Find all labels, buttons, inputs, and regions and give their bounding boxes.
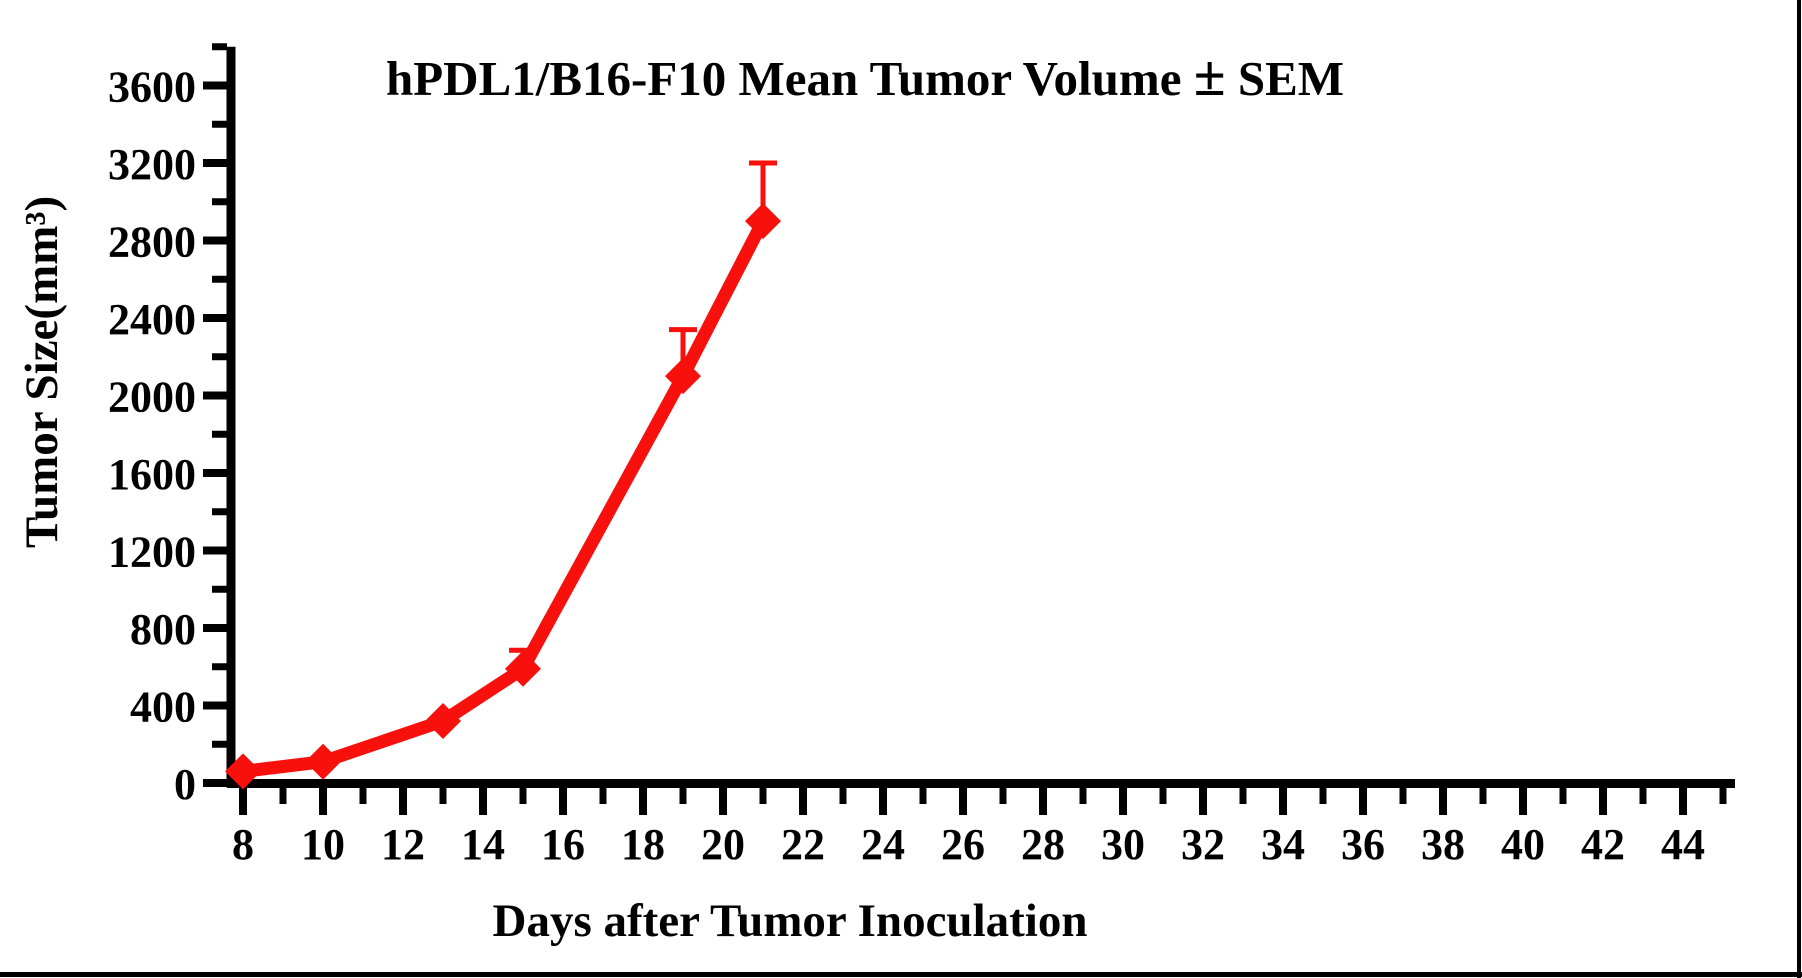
x-tick-label: 12 — [381, 820, 425, 869]
x-tick-label: 34 — [1261, 820, 1305, 869]
title-fragment: hPDL1/B16-F10 Mean Tumor Volume — [386, 51, 1194, 106]
y-tick-label: 2000 — [108, 373, 196, 422]
x-tick-label: 16 — [541, 820, 585, 869]
x-tick-label: 32 — [1181, 820, 1225, 869]
y-tick-label: 2800 — [108, 218, 196, 267]
data-series — [225, 160, 781, 790]
data-point-marker — [665, 358, 701, 395]
y-tick-label: 0 — [174, 760, 196, 809]
x-tick-label: 42 — [1581, 820, 1625, 869]
y-tick-label: 3600 — [108, 63, 196, 112]
x-tick-label: 28 — [1021, 820, 1065, 869]
x-tick-label: 10 — [301, 820, 345, 869]
x-tick-label: 44 — [1661, 820, 1705, 869]
x-tick-label: 20 — [701, 820, 745, 869]
axes — [226, 46, 1735, 788]
x-tick-label: 24 — [861, 820, 905, 869]
y-tick-label: 3200 — [108, 140, 196, 189]
x-tick-label: 18 — [621, 820, 665, 869]
x-tick-label: 26 — [941, 820, 985, 869]
x-axis-title: Days after Tumor Inoculation — [493, 895, 1088, 947]
x-tick-label: 22 — [781, 820, 825, 869]
x-tick-label: 40 — [1501, 820, 1545, 869]
y-tick-label: 2400 — [108, 295, 196, 344]
title-fragment: ± — [1194, 43, 1226, 108]
x-tick-label: 30 — [1101, 820, 1145, 869]
x-tick-label: 38 — [1421, 820, 1465, 869]
y-tick-label: 800 — [130, 605, 196, 654]
y-tick-label: 400 — [130, 683, 196, 732]
x-tick-label: 14 — [461, 820, 505, 869]
data-point-marker — [225, 753, 261, 790]
x-tick-label: 8 — [232, 820, 254, 869]
axis-tick-labels: 0 400 800 1200 1600 2000 2400 2800 3200 3600 8 10 12… — [108, 63, 1705, 870]
title-fragment: SEM — [1226, 51, 1344, 106]
y-axis-title: Tumor Size(mm³) — [16, 196, 68, 548]
x-tick-label: 36 — [1341, 820, 1385, 869]
y-tick-label: 1200 — [108, 528, 196, 577]
axis-ticks — [203, 43, 1727, 815]
series-line — [242, 218, 769, 778]
data-point-marker — [305, 743, 341, 780]
data-point-marker — [505, 650, 541, 687]
chart-title: hPDL1/B16-F10 Mean Tumor Volume ± SEM — [386, 43, 1344, 108]
y-tick-label: 1600 — [108, 450, 196, 499]
data-point-marker — [425, 703, 461, 739]
data-point-marker — [745, 203, 781, 240]
